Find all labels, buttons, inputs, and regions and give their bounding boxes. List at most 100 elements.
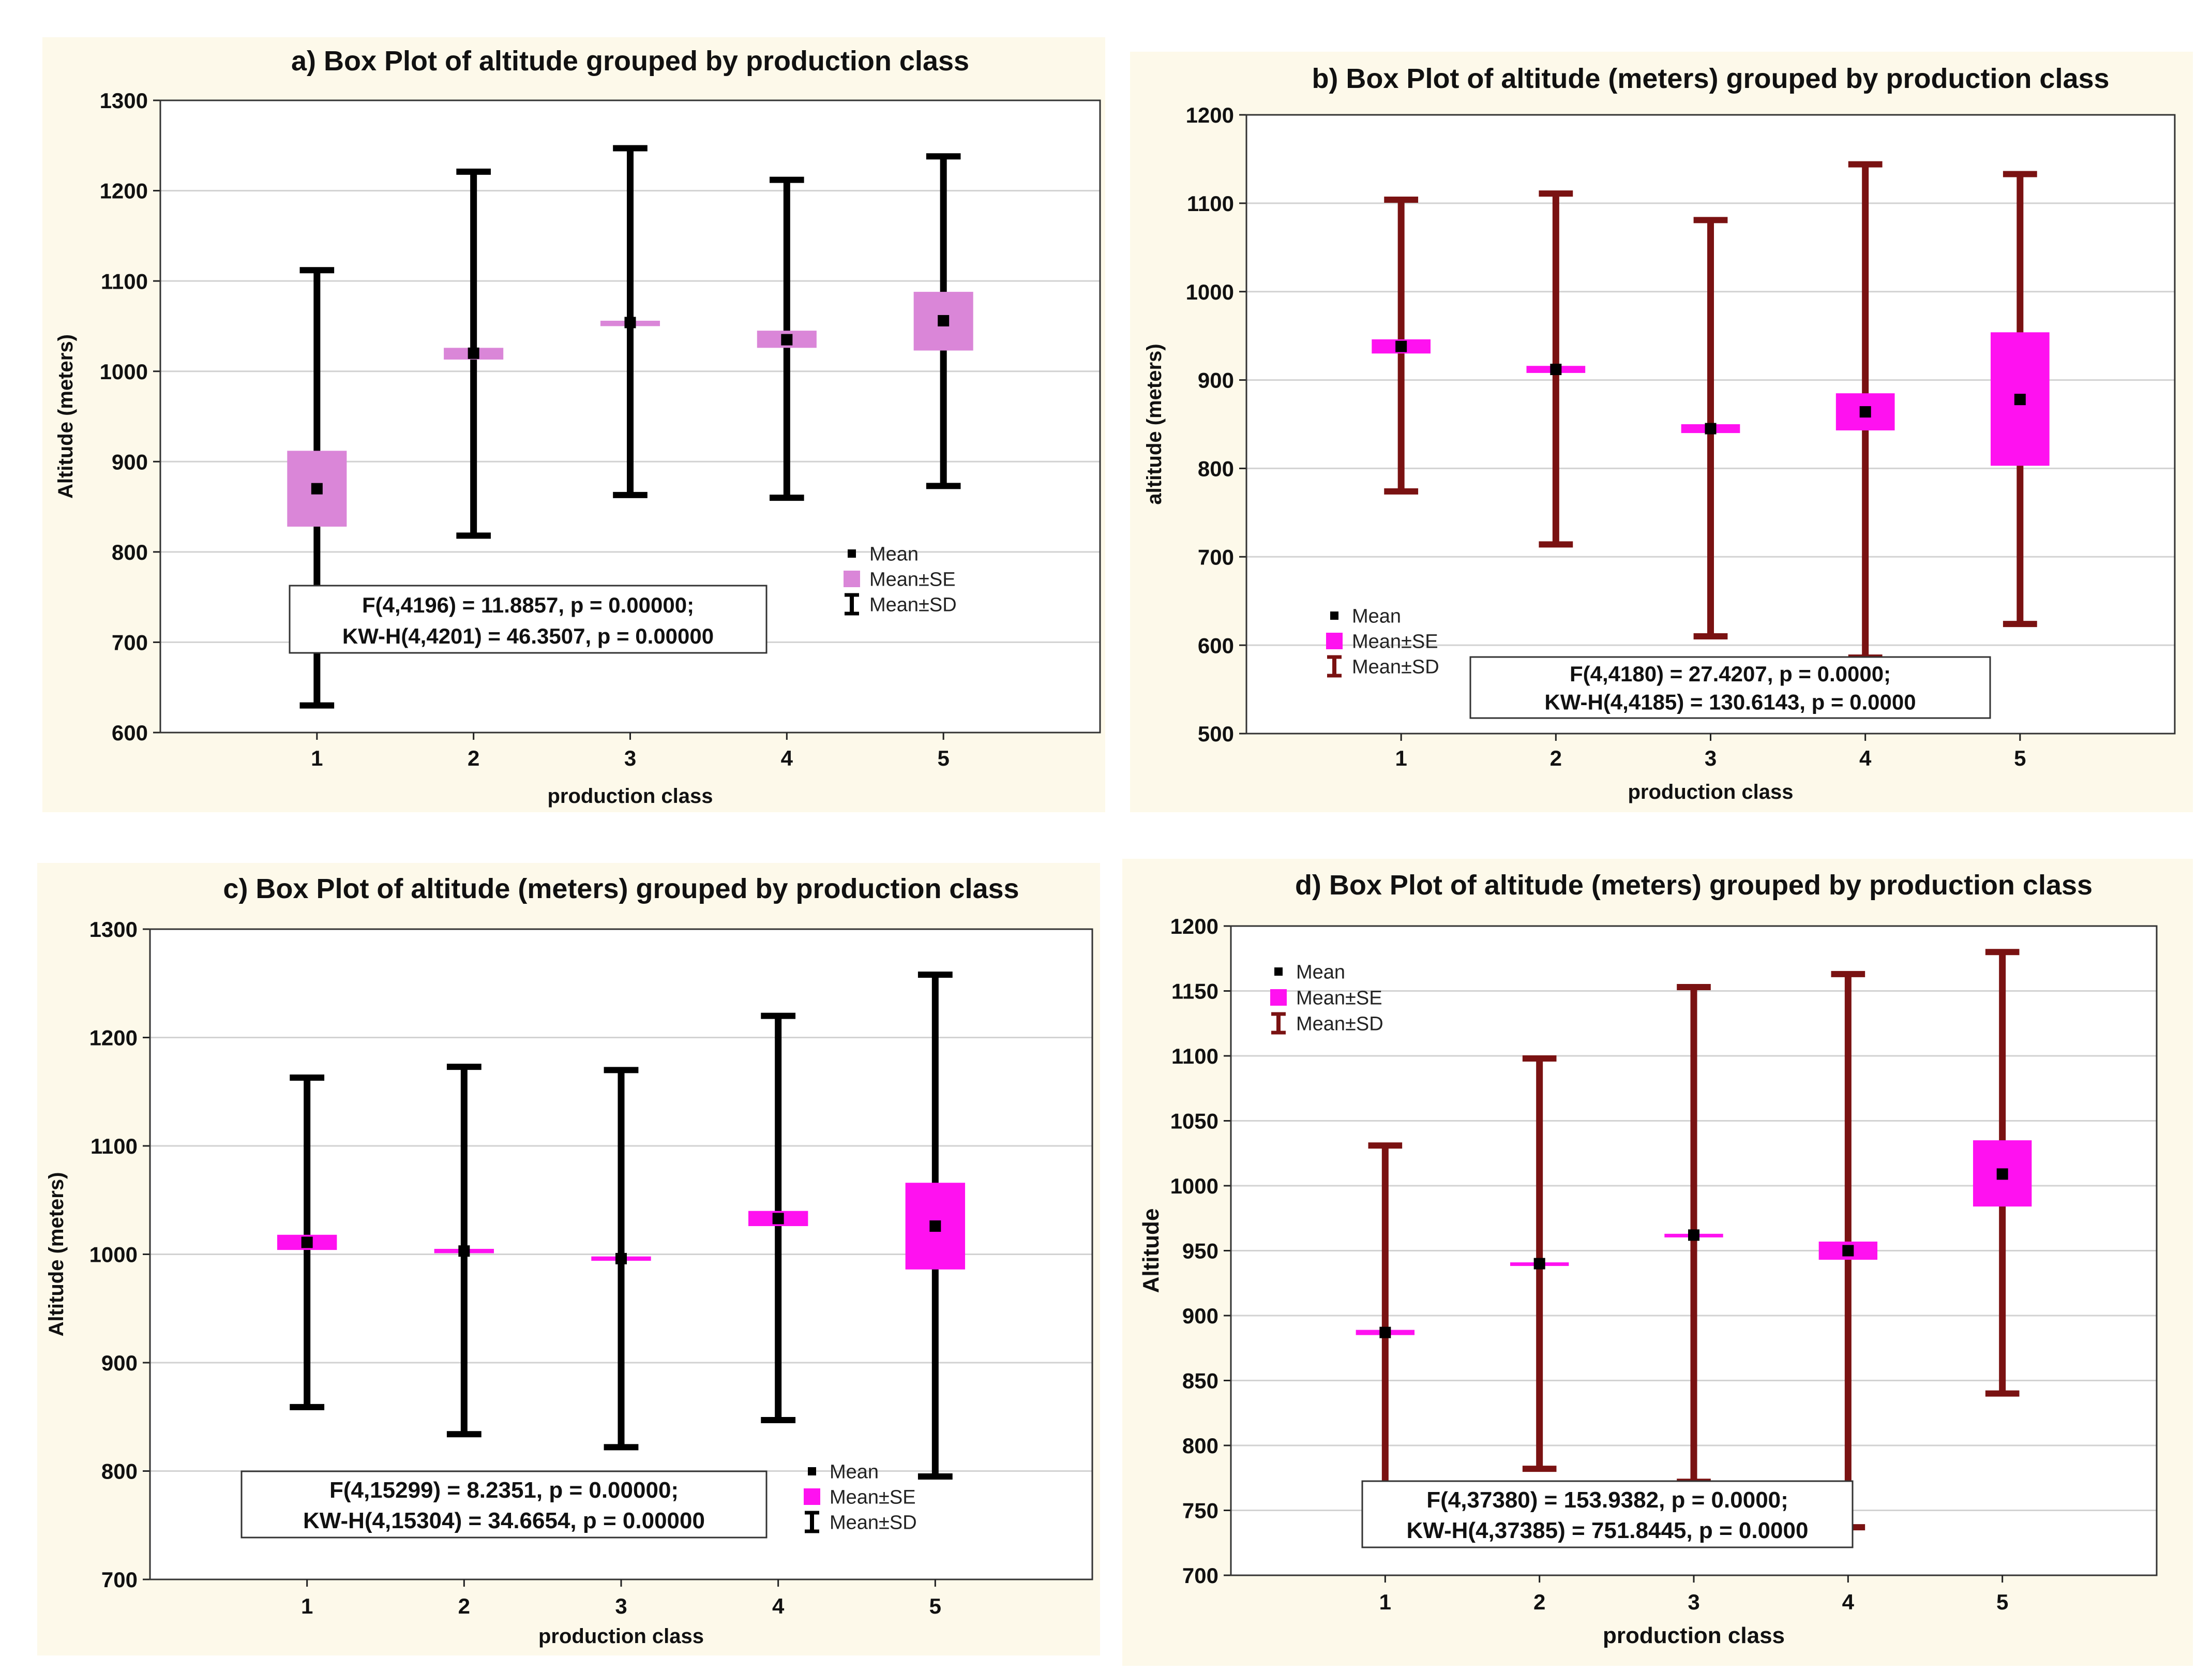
y-tick-label: 750 [1182,1499,1218,1523]
stats-line-kw: KW-H(4,15304) = 34.6654, p = 0.00000 [303,1508,705,1533]
mean-marker [1996,1168,2008,1180]
x-tick-label: 4 [1859,746,1872,770]
legend-mean-label: Mean [830,1461,879,1483]
y-tick-label: 1200 [1170,914,1218,938]
y-tick-label: 850 [1182,1369,1218,1393]
legend: Mean Mean±SE Mean±SD [1270,962,1383,1035]
x-axis-title: production class [547,785,713,808]
legend-se-label: Mean±SE [830,1487,916,1509]
chart-d-svg: 700 750 800 850 900 950 1000 1050 1100 1150 1200 1 2… [1138,870,2158,1648]
mean-marker [301,1236,313,1248]
chart-a-svg: 600 700 800 900 1000 1100 1200 1300 1 2 3 4 5 a) Box … [54,46,1101,808]
legend-mean-swatch [1274,967,1283,976]
mean-marker [1533,1258,1545,1270]
legend-se-swatch [844,571,860,587]
y-tick-label: 700 [101,1568,138,1592]
legend-sd-label: Mean±SD [1296,1013,1383,1035]
x-tick-label: 5 [1996,1590,2008,1614]
y-tick-label: 1150 [1171,979,1218,1004]
legend-se-label: Mean±SE [1296,988,1382,1009]
x-tick-label: 5 [929,1594,941,1618]
y-tick-label: 900 [101,1351,138,1375]
legend-mean-label: Mean [1296,962,1345,983]
y-tick-label: 1000 [100,360,148,384]
mean-marker [458,1245,470,1257]
y-tick-label: 1300 [100,88,148,113]
box-group-2 [1526,190,1586,548]
box-group-1 [1372,197,1431,495]
x-tick-label: 1 [1395,746,1407,770]
y-tick-label: 1050 [1170,1109,1218,1133]
legend: Mean Mean±SE Mean±SD [804,1461,917,1534]
y-tick-label: 800 [112,540,148,564]
chart-panel-b: 500 600 700 800 900 1000 1100 1200 1 2 3 4 5 b) Box P… [1130,52,2193,812]
box-group-3 [1681,217,1740,640]
y-tick-label: 1100 [1187,191,1234,216]
mean-marker [938,315,950,326]
y-tick-label: 1000 [1186,280,1234,304]
box-group-2 [1510,1055,1569,1472]
y-tick-label: 600 [112,721,148,745]
legend-sd-label: Mean±SD [869,594,957,616]
x-tick-label: 1 [311,746,323,770]
x-tick-label: 2 [1533,1590,1545,1614]
legend-mean-label: Mean [869,544,919,565]
legend-se-swatch [1270,989,1287,1006]
y-axis-title: Altitude (meters) [45,1172,68,1337]
mean-marker [1842,1245,1854,1257]
x-tick-label: 4 [772,1594,785,1618]
legend-se-swatch [1326,633,1343,649]
mean-marker [1379,1326,1391,1338]
stats-box: F(4,4196) = 11.8857, p = 0.00000; KW-H(4,… [289,585,768,654]
x-axis-title: production class [1628,781,1793,803]
x-tick-label: 3 [615,1594,627,1618]
y-tick-label: 600 [1198,633,1234,658]
x-axis-title: production class [538,1625,704,1648]
y-tick-label: 800 [1198,457,1234,481]
legend-se-label: Mean±SE [869,569,956,591]
mean-marker [624,317,636,329]
y-tick-label: 950 [1182,1239,1218,1263]
y-tick-label: 1000 [1170,1174,1218,1198]
mean-marker [1705,423,1717,435]
box-group-3 [600,145,660,498]
x-tick-label: 2 [458,1594,470,1618]
stats-line-kw: KW-H(4,37385) = 751.8445, p = 0.0000 [1407,1518,1809,1543]
mean-marker [772,1213,784,1225]
mean-marker [1859,406,1871,418]
legend-mean-label: Mean [1352,606,1401,628]
x-tick-label: 5 [2014,746,2026,770]
y-tick-label: 500 [1198,722,1234,746]
y-tick-label: 900 [1198,368,1234,393]
box-group-4 [757,176,817,501]
chart-c-svg: 700 800 900 1000 1100 1200 1300 1 2 3 4 5 c) Box Plo… [45,873,1093,1648]
box-group-5 [1973,949,2032,1397]
y-tick-label: 1100 [101,269,148,293]
chart-title: d) Box Plot of altitude (meters) grouped… [1295,870,2093,901]
y-tick-label: 800 [1182,1434,1218,1458]
box-group-2 [434,1064,494,1438]
mean-marker [468,347,479,359]
box-group-4 [748,1012,808,1424]
legend-mean-swatch [808,1467,816,1475]
y-tick-label: 1200 [1186,103,1234,127]
x-tick-label: 1 [301,1594,313,1618]
legend: Mean Mean±SE Mean±SD [844,544,957,616]
box-group-4 [1835,161,1895,661]
legend-sd-label: Mean±SD [1352,657,1439,678]
x-tick-label: 4 [1842,1590,1855,1614]
y-tick-label: 900 [1182,1304,1218,1328]
box-group-3 [591,1067,651,1451]
stats-line-f: F(4,37380) = 153.9382, p = 0.0000; [1426,1487,1788,1513]
box-group-5 [905,971,966,1480]
x-tick-label: 5 [937,746,949,770]
mean-marker [1688,1229,1699,1241]
mean-marker [1550,364,1562,376]
chart-panel-a: 600 700 800 900 1000 1100 1200 1300 1 2 3 4 5 a) Box … [42,37,1105,812]
stats-box-frame [1361,1480,1854,1548]
y-axis-title: Altitude (meters) [54,334,77,499]
y-tick-label: 1100 [1171,1044,1218,1068]
y-tick-label: 1300 [89,917,138,942]
legend-mean-swatch [1330,611,1338,620]
chart-title: b) Box Plot of altitude (meters) grouped… [1312,63,2109,94]
